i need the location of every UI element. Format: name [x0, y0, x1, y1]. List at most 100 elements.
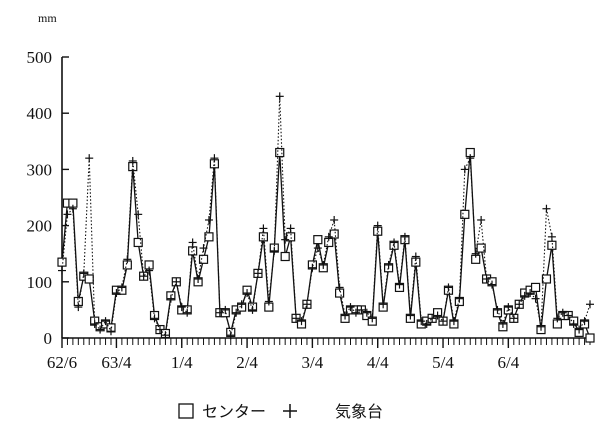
- data-point-square: [585, 333, 595, 343]
- data-point-square: [286, 232, 296, 242]
- data-point-plus: [79, 269, 88, 278]
- data-point-plus: [428, 314, 437, 323]
- data-point-plus: [177, 303, 186, 312]
- data-point-plus: [188, 238, 197, 247]
- x-tick-label: 1/4: [171, 353, 193, 372]
- data-point-plus: [199, 244, 208, 253]
- data-point-square: [547, 240, 557, 250]
- data-point-plus: [210, 154, 219, 163]
- data-point-plus: [226, 331, 235, 340]
- data-point-plus: [390, 238, 399, 247]
- data-point-plus: [106, 327, 115, 336]
- data-point-square: [530, 282, 541, 293]
- data-point-plus: [515, 300, 524, 309]
- data-point-square: [460, 209, 470, 219]
- data-point-plus: [319, 260, 328, 269]
- data-point-plus: [172, 277, 181, 286]
- data-point-plus: [553, 314, 562, 323]
- data-point-plus: [384, 260, 393, 269]
- data-point-square: [280, 251, 290, 262]
- x-tick-label: 63/4: [101, 353, 132, 372]
- data-point-plus: [215, 308, 224, 317]
- data-point-plus: [362, 308, 371, 317]
- data-point-plus: [128, 156, 137, 165]
- data-point-plus: [221, 305, 230, 314]
- series-center: [57, 147, 595, 343]
- y-axis-unit-label: mm: [38, 11, 57, 25]
- series-weather-station: [58, 92, 594, 340]
- legend: センター 気象台: [178, 402, 383, 421]
- data-point-plus: [444, 283, 453, 292]
- data-point-plus: [112, 289, 121, 298]
- data-point-plus: [117, 283, 126, 292]
- data-point-plus: [351, 308, 360, 317]
- data-point-square: [313, 235, 323, 245]
- data-point-plus: [259, 224, 268, 233]
- data-point-plus: [509, 314, 518, 323]
- data-point-plus: [96, 325, 105, 334]
- legend-label-weather-station: 気象台: [335, 402, 383, 421]
- data-point-plus: [134, 210, 143, 219]
- data-point-plus: [482, 274, 491, 283]
- data-point-plus: [488, 280, 497, 289]
- data-point-plus: [379, 300, 388, 309]
- data-point-plus: [575, 325, 584, 334]
- x-tick-label: 2/4: [236, 353, 258, 372]
- data-point-plus: [395, 280, 404, 289]
- data-point-plus: [286, 224, 295, 233]
- x-tick-label: 3/4: [302, 353, 324, 372]
- y-tick-label: 400: [27, 104, 53, 123]
- data-point-plus: [161, 331, 170, 340]
- data-point-plus: [433, 311, 442, 320]
- data-point-plus: [74, 303, 83, 312]
- data-point-plus: [417, 317, 426, 326]
- y-tick-label: 300: [27, 160, 53, 179]
- data-point-plus: [313, 244, 322, 253]
- data-point-plus: [477, 215, 486, 224]
- data-point-plus: [531, 294, 540, 303]
- data-point-square: [84, 274, 94, 284]
- data-point-plus: [569, 319, 578, 328]
- data-point-square: [329, 229, 339, 239]
- data-point-plus: [85, 154, 94, 163]
- data-point-plus: [586, 300, 594, 309]
- data-point-plus: [368, 314, 377, 323]
- data-point-plus: [526, 289, 535, 298]
- data-point-plus: [439, 317, 448, 326]
- data-point-plus: [324, 232, 333, 241]
- data-point-plus: [346, 303, 355, 312]
- data-point-plus: [237, 300, 246, 309]
- data-point-plus: [547, 232, 556, 241]
- data-point-plus: [253, 269, 262, 278]
- x-tick-label: 4/4: [367, 353, 389, 372]
- y-tick-label: 500: [27, 48, 53, 67]
- data-point-plus: [406, 311, 415, 320]
- data-point-plus: [460, 165, 469, 174]
- series-layer: [57, 92, 595, 343]
- data-point-plus: [139, 272, 148, 281]
- data-point-plus: [101, 317, 110, 326]
- data-point-plus: [341, 311, 350, 320]
- data-point-plus: [145, 266, 154, 275]
- data-point-plus: [330, 215, 339, 224]
- x-tick-label: 6/4: [497, 353, 519, 372]
- data-point-plus: [335, 283, 344, 292]
- data-point-plus: [58, 266, 66, 275]
- y-axis-ticks: 0 100 200 300 400 500: [27, 48, 69, 348]
- legend-label-center: センター: [202, 402, 266, 421]
- data-point-plus: [537, 322, 546, 331]
- data-point-plus: [580, 317, 589, 326]
- data-point-plus: [373, 221, 382, 230]
- x-tick-label: 62/6: [47, 353, 77, 372]
- data-point-plus: [90, 319, 99, 328]
- data-point-plus: [449, 317, 458, 326]
- data-point-plus: [504, 303, 513, 312]
- data-point-plus: [248, 305, 257, 314]
- x-tick-label: 5/4: [432, 353, 454, 372]
- data-point-square: [258, 232, 269, 242]
- x-axis-ticks: 62/6 63/4 1/4 2/4 3/4 4/4 5/4 6/4: [47, 338, 591, 372]
- data-point-square: [188, 246, 198, 256]
- data-point-plus: [243, 289, 252, 298]
- data-point-square: [275, 147, 285, 158]
- data-point-square: [204, 232, 214, 242]
